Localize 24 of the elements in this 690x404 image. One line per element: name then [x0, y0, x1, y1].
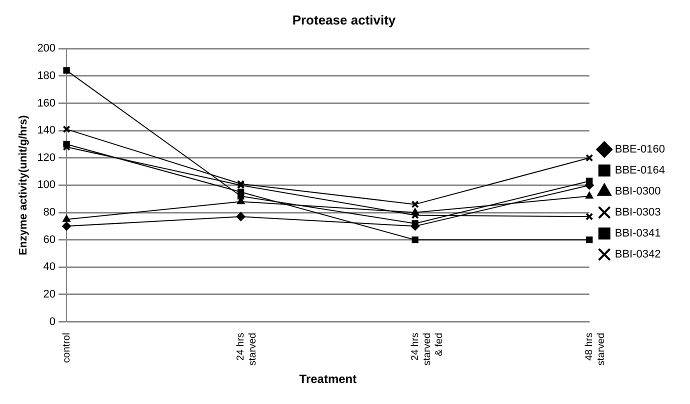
- y-tick-label: 100: [37, 179, 56, 192]
- y-tick-label: 60: [43, 234, 56, 246]
- x-tick-label: control: [61, 332, 72, 363]
- y-tick-label: 40: [43, 261, 56, 274]
- y-tick-label: 140: [37, 124, 56, 137]
- y-tick-label: 180: [37, 70, 56, 82]
- legend-label: BBI-0342: [614, 248, 661, 261]
- legend-label: BBE-0160: [614, 144, 666, 156]
- x-tick-label: 24 hrs starved: [236, 332, 259, 366]
- chart-title: Protease activity: [292, 12, 396, 28]
- y-tick-label: 200: [37, 42, 56, 55]
- legend-label: BBI-0341: [614, 228, 661, 240]
- legend-label: BBI-0303: [614, 206, 661, 219]
- y-tick-label: 20: [43, 288, 56, 301]
- legend-label: BBI-0300: [614, 186, 661, 198]
- legend-label: BBE-0164: [614, 164, 666, 177]
- y-tick-label: 120: [37, 152, 56, 164]
- x-tick-label: 24 hrs starved & fed: [410, 332, 445, 366]
- x-tick-label: 48 hrs starved: [584, 332, 608, 366]
- y-tick-label: 80: [43, 206, 56, 219]
- y-tick-label: 160: [37, 97, 56, 110]
- y-axis-title: Enzyme activity(unit/g/hrs): [18, 114, 30, 256]
- x-axis-title: Treatment: [299, 372, 357, 386]
- y-tick-label: 0: [49, 316, 56, 328]
